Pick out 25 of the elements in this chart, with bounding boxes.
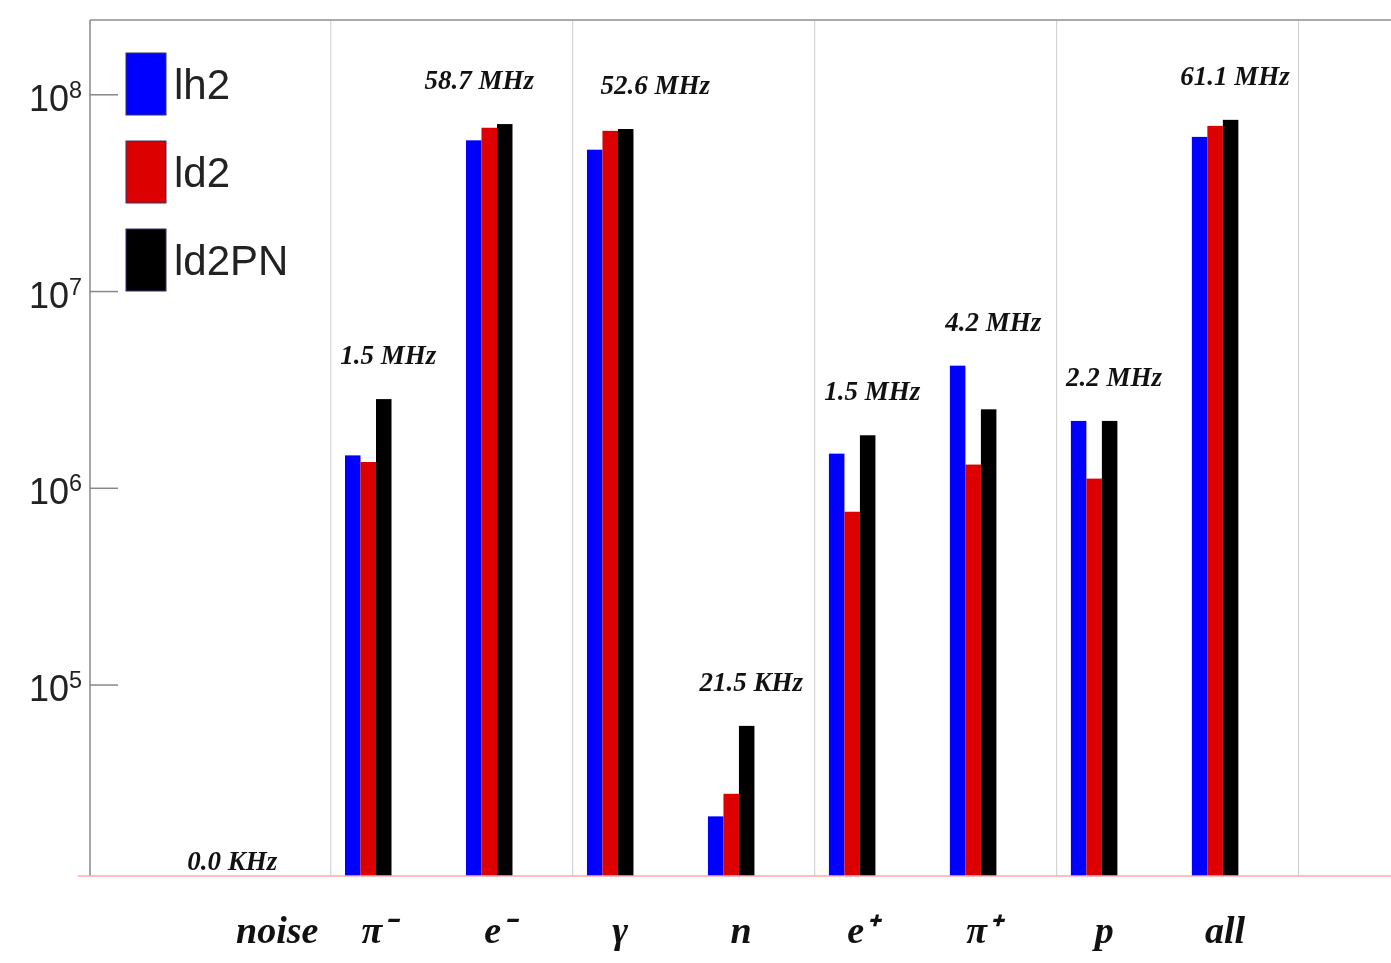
x-tick-label: e⁻ (484, 909, 521, 951)
x-tick-label: n (730, 909, 752, 951)
annotation: 1.5 MHz (340, 340, 437, 371)
annotation: 61.1 MHz (1180, 60, 1291, 91)
annotation: 52.6 MHz (600, 70, 711, 101)
annotation: 1.5 MHz (824, 376, 921, 407)
x-tick-label: π⁻ (361, 909, 402, 951)
annotation: 0.0 KHz (187, 846, 278, 876)
annotation: 58.7 MHz (424, 65, 535, 96)
x-tick-label: π⁺ (966, 909, 1007, 951)
legend-label: lh2 (174, 61, 231, 108)
annotation: 21.5 KHz (698, 666, 804, 697)
x-tick-label: all (1205, 909, 1246, 951)
annotation: 4.2 MHz (944, 306, 1042, 337)
y-tick-label: 10$^{5}$ (28, 667, 82, 710)
legend-label: ld2PN (174, 237, 289, 284)
y-tick-label: 10$^{6}$ (28, 470, 82, 513)
x-tick-label: γ (612, 909, 629, 951)
x-tick-label: noise (236, 909, 319, 951)
x-tick-label: e⁺ (847, 909, 884, 951)
y-tick-label: 10$^{7}$ (28, 273, 82, 316)
x-tick-label: p (1091, 909, 1114, 951)
y-tick-label: 10$^{8}$ (28, 77, 82, 119)
legend-label: ld2 (174, 149, 231, 196)
annotation: 2.2 MHz (1065, 361, 1163, 392)
